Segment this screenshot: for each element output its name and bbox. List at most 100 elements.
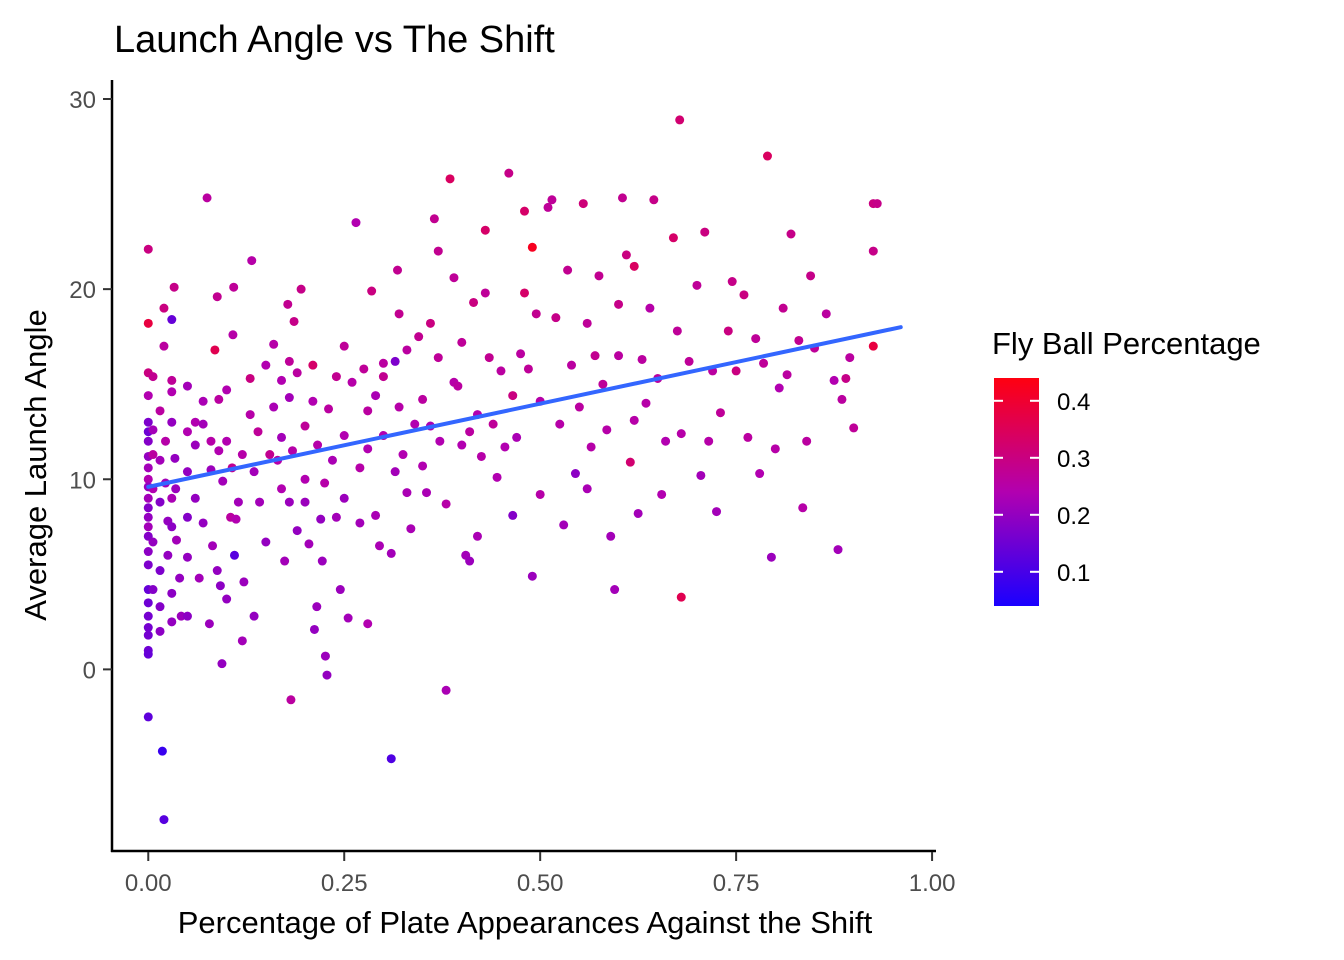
data-point xyxy=(308,360,318,370)
data-point xyxy=(296,284,306,294)
data-point xyxy=(422,488,432,498)
y-axis-title: Average Launch Angle xyxy=(18,309,53,620)
data-point xyxy=(696,470,706,480)
data-point xyxy=(355,463,365,473)
data-point xyxy=(457,440,467,450)
data-point xyxy=(231,514,241,524)
data-point xyxy=(277,484,287,494)
x-tick-label: 1.00 xyxy=(909,870,956,897)
data-point xyxy=(441,685,451,695)
data-point xyxy=(161,436,171,446)
data-point xyxy=(269,402,279,412)
data-point xyxy=(148,585,158,595)
data-point xyxy=(159,815,169,825)
data-point xyxy=(167,588,177,598)
data-point xyxy=(621,250,631,260)
data-point xyxy=(249,611,259,621)
data-point xyxy=(567,360,577,370)
data-point xyxy=(520,206,529,216)
data-point xyxy=(331,512,341,522)
data-point xyxy=(543,202,553,212)
y-tick-label: 30 xyxy=(69,87,96,114)
legend-tick-label: 0.2 xyxy=(1057,503,1090,530)
data-point xyxy=(676,592,686,602)
data-point xyxy=(143,611,153,621)
data-point xyxy=(155,455,165,465)
data-point xyxy=(331,372,341,382)
data-point xyxy=(441,499,451,509)
data-point xyxy=(570,469,580,479)
data-point xyxy=(247,256,257,266)
data-point xyxy=(300,497,310,507)
data-point xyxy=(143,463,153,473)
data-point xyxy=(472,531,482,541)
data-point xyxy=(245,410,255,420)
data-point xyxy=(182,381,192,391)
data-point xyxy=(531,309,541,319)
data-point xyxy=(386,754,396,764)
data-point xyxy=(261,360,271,370)
data-point xyxy=(148,425,158,435)
data-point xyxy=(806,271,816,281)
data-point xyxy=(182,467,192,477)
data-point xyxy=(371,391,381,401)
data-point xyxy=(190,440,200,450)
data-point xyxy=(217,659,227,669)
data-point xyxy=(661,436,671,446)
data-point xyxy=(723,326,733,336)
data-point xyxy=(868,246,878,256)
data-point xyxy=(320,651,330,661)
data-point xyxy=(418,461,428,471)
data-point xyxy=(339,493,349,503)
data-point xyxy=(261,537,271,547)
legend-tick-label: 0.1 xyxy=(1057,560,1090,587)
data-point xyxy=(402,488,412,498)
data-point xyxy=(222,385,232,395)
data-point xyxy=(668,233,678,243)
data-point xyxy=(169,282,179,292)
data-point xyxy=(317,556,327,566)
data-point xyxy=(222,436,232,446)
data-point xyxy=(167,617,177,627)
data-point xyxy=(355,518,365,528)
data-point xyxy=(143,474,153,484)
data-point xyxy=(418,394,428,404)
data-point xyxy=(743,432,753,442)
data-point xyxy=(535,489,545,499)
data-point xyxy=(190,417,200,427)
data-point xyxy=(527,242,537,252)
data-point xyxy=(143,623,153,633)
data-point xyxy=(625,457,635,467)
data-point xyxy=(684,356,694,366)
legend-title: Fly Ball Percentage xyxy=(992,326,1261,361)
data-point xyxy=(484,353,494,363)
data-point xyxy=(766,552,776,562)
data-point xyxy=(594,271,604,281)
data-point xyxy=(480,288,490,298)
data-point xyxy=(500,442,510,452)
data-point xyxy=(598,379,608,389)
data-point xyxy=(731,366,741,376)
data-point xyxy=(237,450,247,460)
data-point xyxy=(143,244,153,254)
data-point xyxy=(727,277,737,287)
data-point xyxy=(198,396,208,406)
data-point xyxy=(143,493,153,503)
data-point xyxy=(378,358,388,368)
data-point xyxy=(692,280,702,290)
data-point xyxy=(393,265,403,275)
data-point xyxy=(433,353,443,363)
data-point xyxy=(849,423,859,433)
data-point xyxy=(821,309,831,319)
data-point xyxy=(347,377,357,387)
data-point xyxy=(269,339,279,349)
data-point xyxy=(590,351,600,361)
data-point xyxy=(445,174,455,184)
data-point xyxy=(292,368,302,378)
data-point xyxy=(304,539,314,549)
data-point xyxy=(289,316,299,326)
data-point xyxy=(182,512,192,522)
data-point xyxy=(829,375,839,385)
data-point xyxy=(425,318,435,328)
